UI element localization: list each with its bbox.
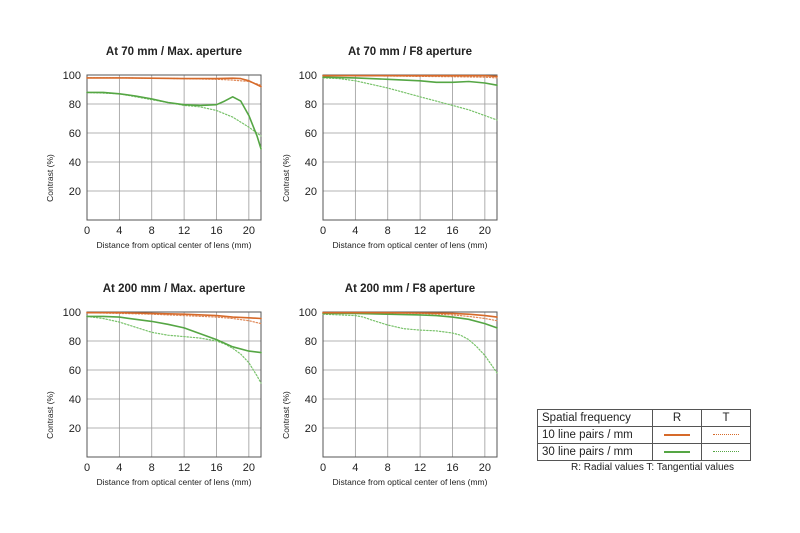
y-tick-label: 80: [69, 99, 81, 111]
chart-4: At 200 mm / F8 aperture 0 4 8 12 16 20 20 40 60 80…: [281, 283, 498, 487]
chart-3: At 200 mm / Max. aperture 0 4 8 12 16 20 20 40 60…: [45, 283, 262, 487]
series-30lp-tangential: [322, 313, 498, 374]
legend-table: Spatial frequency R T 10 line pairs / mm…: [537, 409, 751, 461]
y-tick-label: 80: [305, 336, 317, 348]
series-10lp-radial: [322, 74, 498, 78]
x-tick-label: 0: [320, 462, 326, 474]
series-10lp-radial: [86, 77, 262, 88]
y-axis-label: Contrast (%): [281, 154, 291, 202]
y-tick-label: 40: [305, 394, 317, 406]
x-tick-label: 16: [210, 462, 222, 474]
x-tick-label: 12: [414, 462, 426, 474]
y-tick-label: 60: [69, 365, 81, 377]
y-tick-label: 60: [305, 365, 317, 377]
series-10lp-tangential: [86, 312, 262, 325]
legend-row-30lp: 30 line pairs / mm: [537, 443, 653, 461]
x-tick-label: 4: [352, 225, 358, 237]
series-30lp-radial: [322, 312, 498, 329]
chart-1: At 70 mm / Max. aperture 0 4 8 12 16 20 20 40 60 8…: [45, 46, 262, 250]
series-10lp-radial: [86, 311, 262, 320]
y-axis-label: Contrast (%): [45, 391, 55, 439]
y-tick-label: 20: [69, 423, 81, 435]
x-tick-label: 8: [385, 462, 391, 474]
x-tick-label: 20: [243, 225, 255, 237]
y-tick-label: 60: [305, 128, 317, 140]
y-tick-label: 40: [69, 394, 81, 406]
series-30lp-tangential: [86, 315, 262, 384]
legend-col-t: T: [701, 409, 751, 427]
legend-header: Spatial frequency: [537, 409, 653, 427]
series-30lp-tangential: [322, 77, 498, 121]
series-30lp-radial: [86, 315, 262, 354]
y-tick-label: 100: [63, 307, 81, 319]
plot-frame: [86, 311, 262, 458]
y-tick-label: 100: [299, 307, 317, 319]
y-tick-label: 80: [305, 99, 317, 111]
chart-title: At 200 mm / F8 aperture: [345, 283, 475, 295]
swatch-30lp-tangential: [713, 451, 739, 453]
x-tick-label: 16: [446, 462, 458, 474]
x-tick-label: 12: [414, 225, 426, 237]
y-tick-label: 100: [63, 70, 81, 82]
plot-frame: [322, 74, 498, 221]
series-10lp-radial: [322, 311, 498, 318]
y-tick-label: 20: [305, 423, 317, 435]
swatch-10lp-tangential: [713, 434, 739, 436]
y-axis-label: Contrast (%): [281, 391, 291, 439]
y-tick-label: 60: [69, 128, 81, 140]
x-axis-label: Distance from optical center of lens (mm…: [333, 240, 488, 250]
chart-2: At 70 mm / F8 aperture 0 4 8 12 16 20 20 40 60 80 1…: [281, 46, 498, 250]
x-axis-label: Distance from optical center of lens (mm…: [97, 477, 252, 487]
legend-note: R: Radial values T: Tangential values: [571, 462, 735, 473]
chart-title: At 70 mm / F8 aperture: [348, 46, 472, 58]
x-tick-label: 0: [84, 225, 90, 237]
y-tick-label: 20: [69, 186, 81, 198]
y-tick-label: 80: [69, 336, 81, 348]
legend-row-10lp: 10 line pairs / mm: [537, 426, 653, 444]
chart-title: At 200 mm / Max. aperture: [103, 283, 246, 295]
x-tick-label: 20: [479, 462, 491, 474]
series-30lp-radial: [86, 91, 262, 150]
legend-col-r: R: [652, 409, 702, 427]
x-tick-label: 8: [149, 462, 155, 474]
y-axis-label: Contrast (%): [45, 154, 55, 202]
y-tick-label: 40: [69, 157, 81, 169]
x-axis-label: Distance from optical center of lens (mm…: [97, 240, 252, 250]
x-tick-label: 0: [84, 462, 90, 474]
x-tick-label: 8: [385, 225, 391, 237]
y-tick-label: 40: [305, 157, 317, 169]
chart-title: At 70 mm / Max. aperture: [106, 46, 242, 58]
y-tick-label: 20: [305, 186, 317, 198]
series-30lp-radial: [322, 76, 498, 86]
x-tick-label: 16: [210, 225, 222, 237]
x-tick-label: 12: [178, 462, 190, 474]
swatch-30lp-radial: [664, 450, 690, 453]
x-tick-label: 12: [178, 225, 190, 237]
x-tick-label: 8: [149, 225, 155, 237]
x-tick-label: 4: [116, 225, 122, 237]
x-tick-label: 0: [320, 225, 326, 237]
swatch-10lp-radial: [664, 433, 690, 436]
x-tick-label: 20: [479, 225, 491, 237]
x-tick-label: 4: [116, 462, 122, 474]
x-tick-label: 16: [446, 225, 458, 237]
x-tick-label: 20: [243, 462, 255, 474]
plot-frame: [322, 311, 498, 458]
y-tick-label: 100: [299, 70, 317, 82]
series-10lp-tangential: [322, 312, 498, 322]
x-axis-label: Distance from optical center of lens (mm…: [333, 477, 488, 487]
plot-frame: [86, 74, 262, 221]
series-30lp-tangential: [86, 91, 262, 137]
x-tick-label: 4: [352, 462, 358, 474]
